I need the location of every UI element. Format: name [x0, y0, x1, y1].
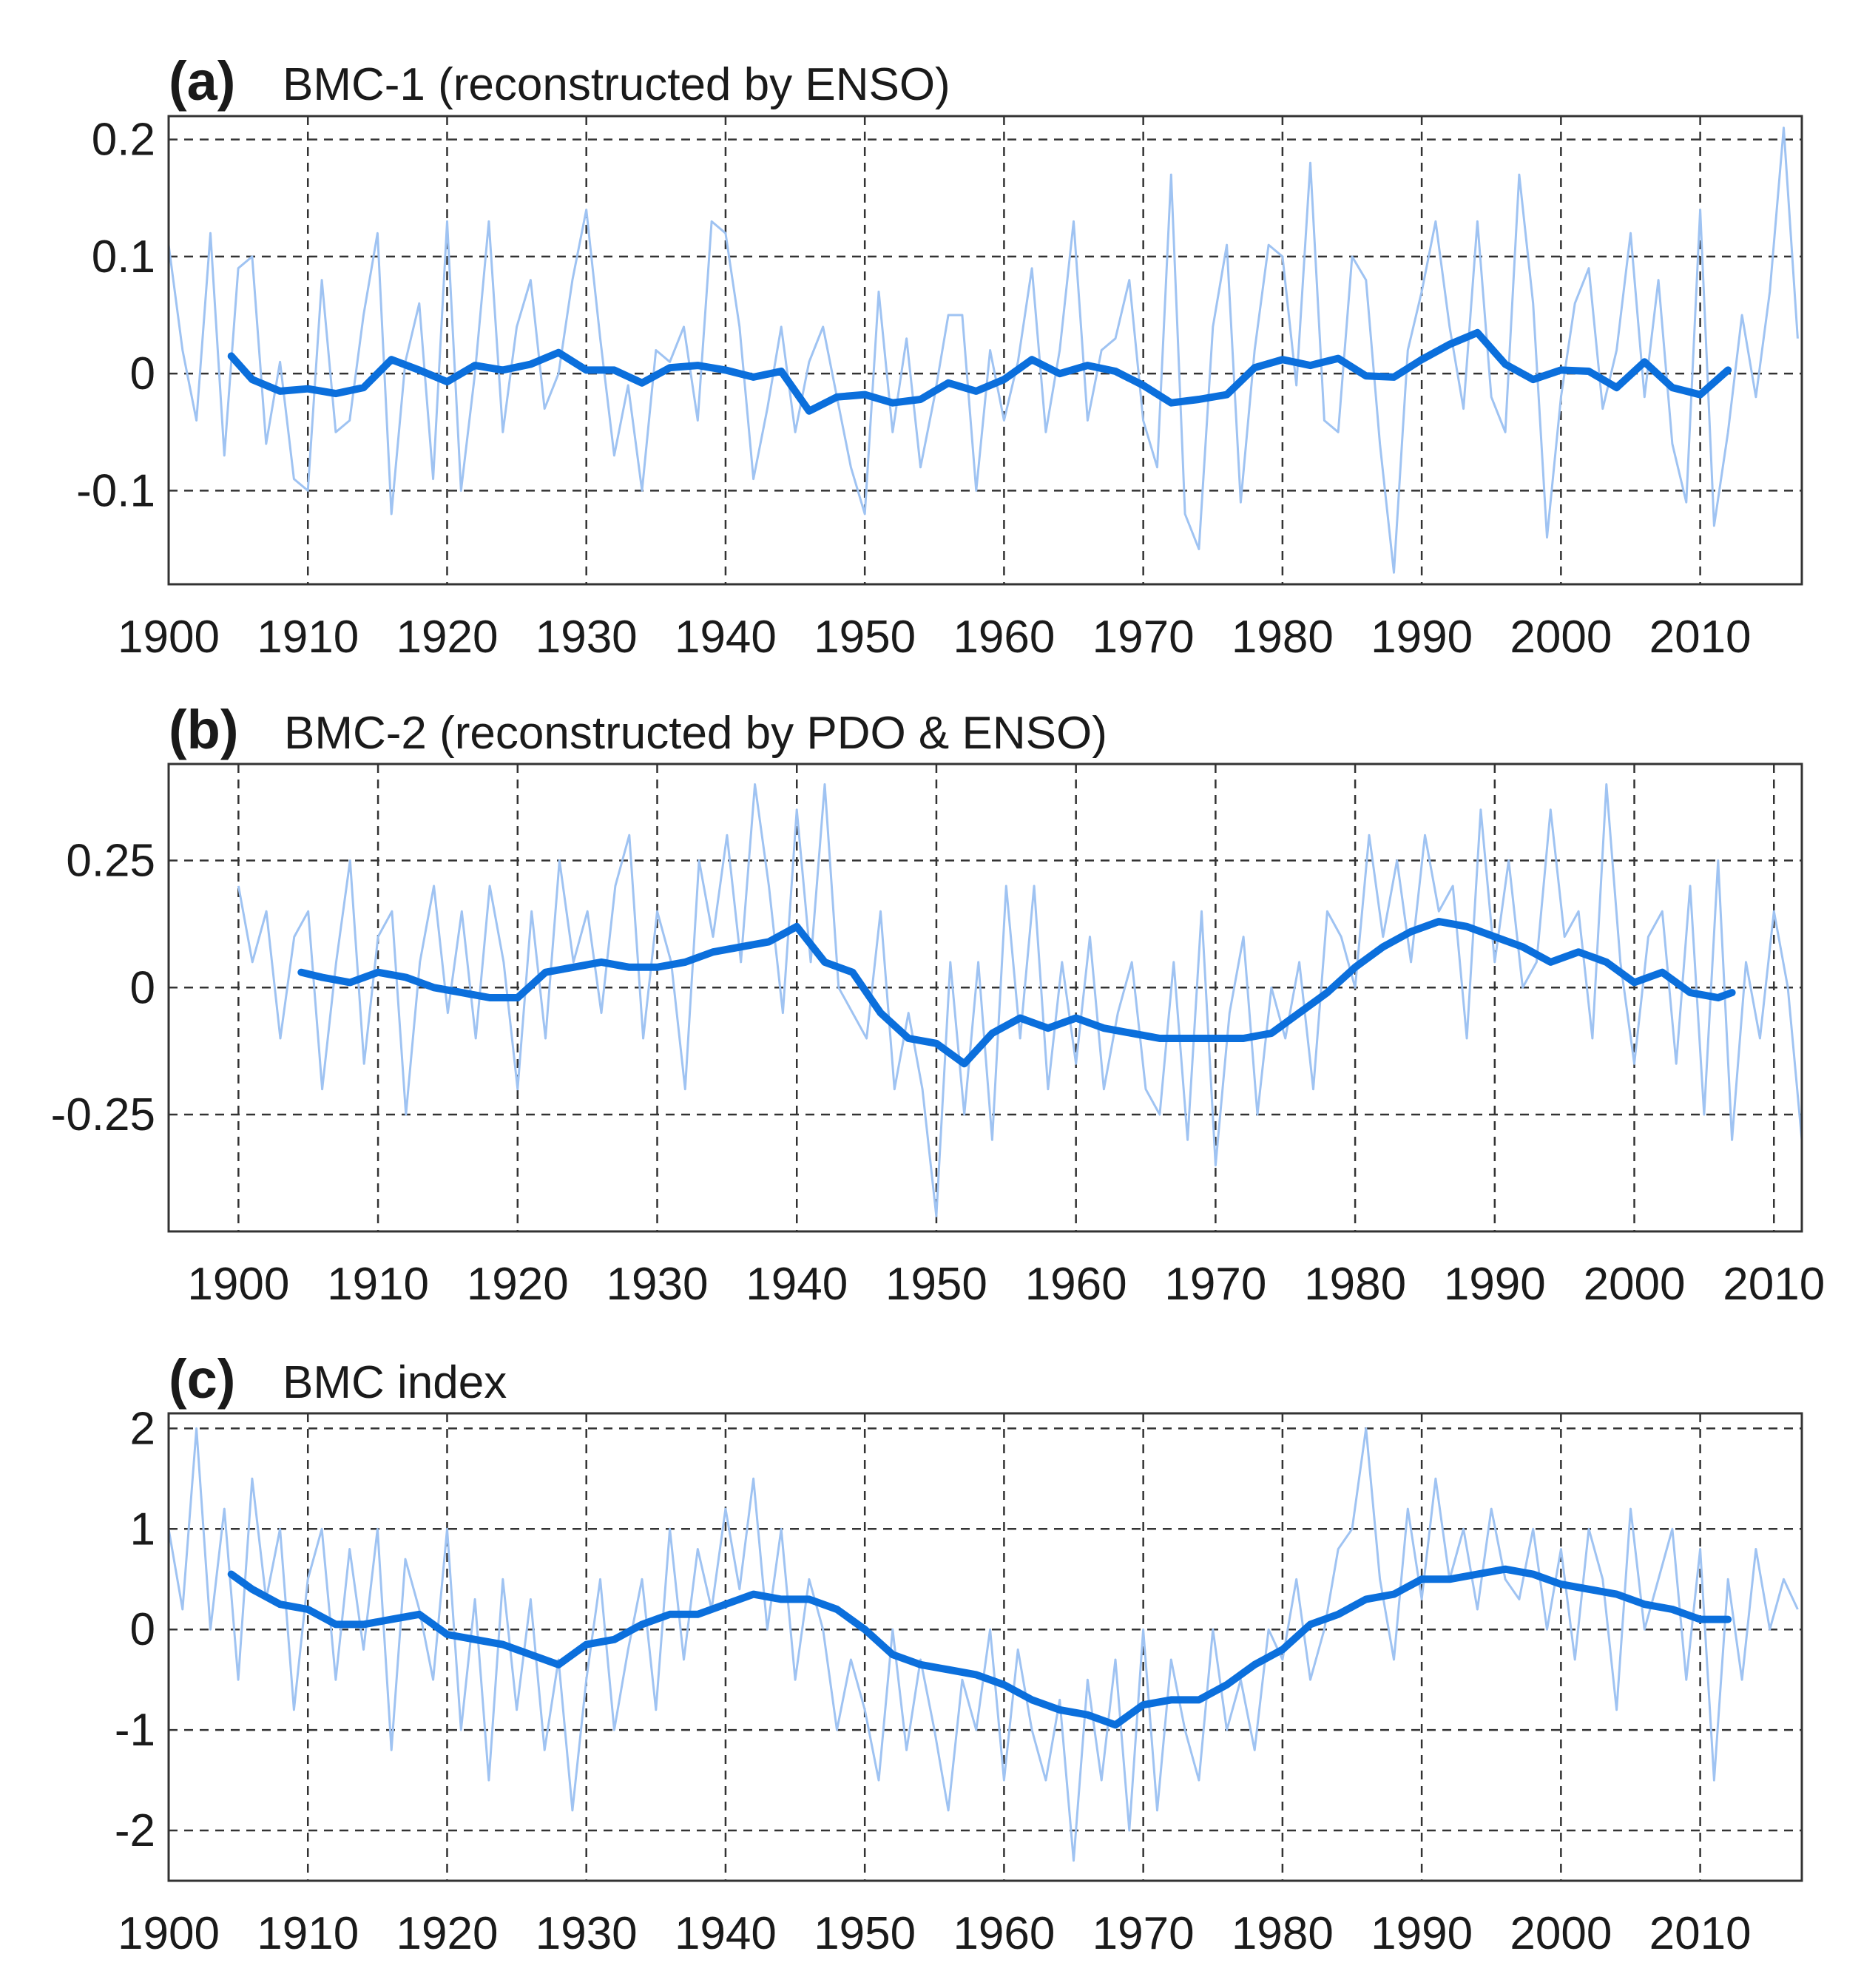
panel-c-smoothed-series-line: [227, 1565, 1732, 1729]
panel-a-ytick-0.1: 0.1: [92, 231, 155, 283]
panel-a-axes-frame: [167, 115, 1803, 586]
panel-a-xtick-1980: 1980: [1232, 612, 1334, 663]
panel-a-ytick--0.1: -0.1: [76, 465, 155, 516]
panel-a-xtick-2010: 2010: [1649, 612, 1752, 663]
panel-b-xtick-1930: 1930: [607, 1259, 709, 1310]
panel-c-xtick-1980: 1980: [1232, 1908, 1334, 1959]
panel-a-xtick-1950: 1950: [814, 612, 916, 663]
panel-a-xtick-1920: 1920: [396, 612, 499, 663]
panel-b-xtick-1920: 1920: [467, 1259, 569, 1310]
panel-c-ytick--2: -2: [115, 1805, 155, 1856]
panel-a-xtick-1940: 1940: [675, 612, 777, 663]
panel-b-xtick-2000: 2000: [1584, 1259, 1686, 1310]
panel-c-xtick-1900: 1900: [118, 1908, 220, 1959]
panel-c-ytick-0: 0: [130, 1604, 155, 1655]
panel-a-xtick-1910: 1910: [257, 612, 359, 663]
panel-b-xtick-1900: 1900: [187, 1259, 289, 1310]
panel-a-xtick-1970: 1970: [1092, 612, 1195, 663]
panel-b-xtick-1970: 1970: [1164, 1259, 1266, 1310]
panel-a-letter: (a): [169, 50, 235, 112]
panel-c-xtick-1970: 1970: [1092, 1908, 1195, 1959]
panel-a: (a) BMC-1 (reconstructed by ENSO) 1900 19…: [76, 50, 1803, 663]
panel-b-xtick-1910: 1910: [327, 1259, 429, 1310]
panel-a-xtick-1960: 1960: [953, 612, 1055, 663]
panel-c-xtick-1930: 1930: [536, 1908, 638, 1959]
panel-c-ytick--1: -1: [115, 1705, 155, 1756]
panel-b-xtick-1990: 1990: [1444, 1259, 1546, 1310]
panel-b-xtick-1950: 1950: [885, 1259, 987, 1310]
panel-a-xtick-1930: 1930: [536, 612, 638, 663]
panel-b-ytick-0: 0: [130, 962, 155, 1013]
panel-b-ytick-0.25: 0.25: [66, 836, 155, 887]
panel-c-xtick-2010: 2010: [1649, 1908, 1752, 1959]
panel-b-xtick-1980: 1980: [1304, 1259, 1406, 1310]
panel-c-xtick-1990: 1990: [1371, 1908, 1473, 1959]
panel-a-ytick-0.2: 0.2: [92, 115, 155, 166]
panel-a-ytick-0: 0: [130, 348, 155, 399]
panel-a-xtick-2000: 2000: [1510, 612, 1612, 663]
panel-c-xtick-1940: 1940: [675, 1908, 777, 1959]
panel-a-xtick-1990: 1990: [1371, 612, 1473, 663]
panel-c-axes-frame: [167, 1412, 1803, 1882]
panel-a-smoothed-series-line: [227, 328, 1732, 415]
panel-b-xtick-1960: 1960: [1025, 1259, 1127, 1310]
panel-c-xtick-2000: 2000: [1510, 1908, 1612, 1959]
panel-c-letter: (c): [169, 1348, 235, 1410]
panel-a-title: BMC-1 (reconstructed by ENSO): [283, 59, 950, 110]
panel-b-xtick-2010: 2010: [1723, 1259, 1825, 1310]
panel-c-raw-series-line: [169, 1427, 1799, 1862]
panel-c-xtick-1920: 1920: [396, 1908, 499, 1959]
panel-c-ytick-2: 2: [130, 1403, 155, 1454]
panel-c-ytick-1: 1: [130, 1504, 155, 1555]
panel-a-xtick-1900: 1900: [118, 612, 220, 663]
panel-a-raw-series-line: [169, 126, 1799, 574]
panel-b-title: BMC-2 (reconstructed by PDO & ENSO): [284, 708, 1107, 759]
panel-c-xtick-1910: 1910: [257, 1908, 359, 1959]
panel-c: (c) BMC index 1900 1910 1920 1930 1940 1950 19…: [115, 1348, 1803, 1959]
panel-b-smoothed-series-line: [297, 918, 1736, 1068]
panel-c-title: BMC index: [283, 1357, 507, 1408]
panel-b-axes-frame: [167, 763, 1803, 1233]
panel-b-raw-series-line: [237, 783, 1802, 1217]
panel-c-xtick-1960: 1960: [953, 1908, 1055, 1959]
panel-b: (b) BMC-2 (reconstructed by PDO & ENSO) …: [51, 699, 1825, 1310]
panel-b-letter: (b): [169, 699, 239, 760]
panel-b-xtick-1940: 1940: [746, 1259, 848, 1310]
panel-c-xtick-1950: 1950: [814, 1908, 916, 1959]
panel-b-ytick--0.25: -0.25: [51, 1089, 155, 1140]
